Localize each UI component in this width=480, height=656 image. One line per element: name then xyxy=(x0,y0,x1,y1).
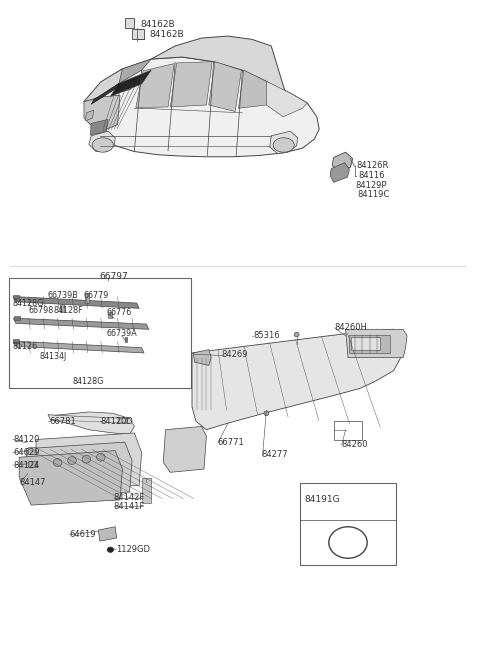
Text: 64629: 64629 xyxy=(13,448,39,457)
Text: 64619: 64619 xyxy=(70,530,96,539)
Text: 84260: 84260 xyxy=(342,440,368,449)
Bar xyxy=(60,304,64,312)
Polygon shape xyxy=(151,36,286,93)
Text: 84129P: 84129P xyxy=(355,181,387,190)
Text: 84126R: 84126R xyxy=(356,161,388,171)
Polygon shape xyxy=(270,131,298,154)
Polygon shape xyxy=(13,297,139,308)
Text: 66797: 66797 xyxy=(99,272,128,281)
Polygon shape xyxy=(13,341,144,353)
Text: 81126: 81126 xyxy=(13,342,38,351)
Bar xyxy=(9,278,191,388)
Polygon shape xyxy=(101,59,151,83)
Bar xyxy=(142,478,151,503)
Ellipse shape xyxy=(264,411,269,416)
Polygon shape xyxy=(192,329,403,430)
Ellipse shape xyxy=(273,138,294,152)
Bar xyxy=(28,461,36,467)
Polygon shape xyxy=(266,81,307,117)
Bar xyxy=(351,337,380,350)
Text: 84128F: 84128F xyxy=(54,306,84,316)
Ellipse shape xyxy=(53,459,62,466)
Ellipse shape xyxy=(68,457,76,464)
Bar xyxy=(349,335,390,353)
Text: 84147: 84147 xyxy=(19,478,46,487)
Ellipse shape xyxy=(96,453,105,461)
Polygon shape xyxy=(332,152,353,172)
Bar xyxy=(334,421,362,440)
Bar xyxy=(125,337,127,342)
Bar xyxy=(14,316,20,320)
Polygon shape xyxy=(193,350,211,365)
Text: 66739B: 66739B xyxy=(48,291,79,300)
Polygon shape xyxy=(48,412,134,434)
Bar xyxy=(118,417,126,423)
Polygon shape xyxy=(19,451,122,505)
Text: 66798: 66798 xyxy=(29,306,54,316)
Text: 84260H: 84260H xyxy=(335,323,367,332)
Polygon shape xyxy=(36,433,142,491)
Polygon shape xyxy=(136,64,174,108)
Bar xyxy=(85,293,89,303)
Text: 84120D: 84120D xyxy=(101,417,133,426)
Bar xyxy=(108,312,112,318)
Polygon shape xyxy=(239,70,269,108)
Ellipse shape xyxy=(329,527,367,558)
Text: 84191G: 84191G xyxy=(305,495,340,504)
Polygon shape xyxy=(85,110,94,121)
Text: 84269: 84269 xyxy=(222,350,248,359)
Bar xyxy=(132,29,144,39)
Bar xyxy=(125,18,134,28)
Text: 84116: 84116 xyxy=(358,171,384,180)
Text: 84142F: 84142F xyxy=(114,493,145,502)
Ellipse shape xyxy=(82,455,91,463)
Text: 84128G: 84128G xyxy=(73,377,104,386)
Polygon shape xyxy=(98,527,117,541)
Text: 66739A: 66739A xyxy=(107,329,137,338)
Polygon shape xyxy=(84,69,122,102)
Text: 84119C: 84119C xyxy=(358,190,390,199)
Bar xyxy=(13,295,19,298)
Polygon shape xyxy=(89,131,115,152)
Polygon shape xyxy=(110,70,151,96)
Text: 66781: 66781 xyxy=(49,417,76,426)
Text: 66776: 66776 xyxy=(107,308,132,317)
Text: 1129GD: 1129GD xyxy=(116,545,150,554)
Ellipse shape xyxy=(294,332,299,337)
Polygon shape xyxy=(163,426,206,472)
Polygon shape xyxy=(346,329,407,358)
Bar xyxy=(13,339,19,343)
Text: 84134J: 84134J xyxy=(39,352,67,361)
Polygon shape xyxy=(330,163,349,182)
Polygon shape xyxy=(26,442,132,497)
Polygon shape xyxy=(170,62,212,107)
Text: 84128G: 84128G xyxy=(13,299,44,308)
Text: 84124: 84124 xyxy=(13,461,39,470)
Bar xyxy=(28,447,36,454)
Text: 84162B: 84162B xyxy=(140,20,175,29)
Ellipse shape xyxy=(92,138,113,152)
Polygon shape xyxy=(90,119,108,135)
Text: 85316: 85316 xyxy=(253,331,280,340)
Text: 84162B: 84162B xyxy=(150,30,184,39)
Polygon shape xyxy=(13,318,149,329)
Polygon shape xyxy=(91,83,119,104)
Polygon shape xyxy=(84,95,120,133)
Text: 84120: 84120 xyxy=(13,435,39,444)
Polygon shape xyxy=(209,62,241,112)
Text: 66771: 66771 xyxy=(217,438,244,447)
Ellipse shape xyxy=(17,344,22,348)
Bar xyxy=(300,483,396,565)
Ellipse shape xyxy=(107,547,114,552)
Polygon shape xyxy=(125,83,132,91)
Text: 84277: 84277 xyxy=(262,450,288,459)
Text: 66779: 66779 xyxy=(83,291,108,300)
Text: 84141F: 84141F xyxy=(114,502,145,511)
Polygon shape xyxy=(84,57,319,157)
